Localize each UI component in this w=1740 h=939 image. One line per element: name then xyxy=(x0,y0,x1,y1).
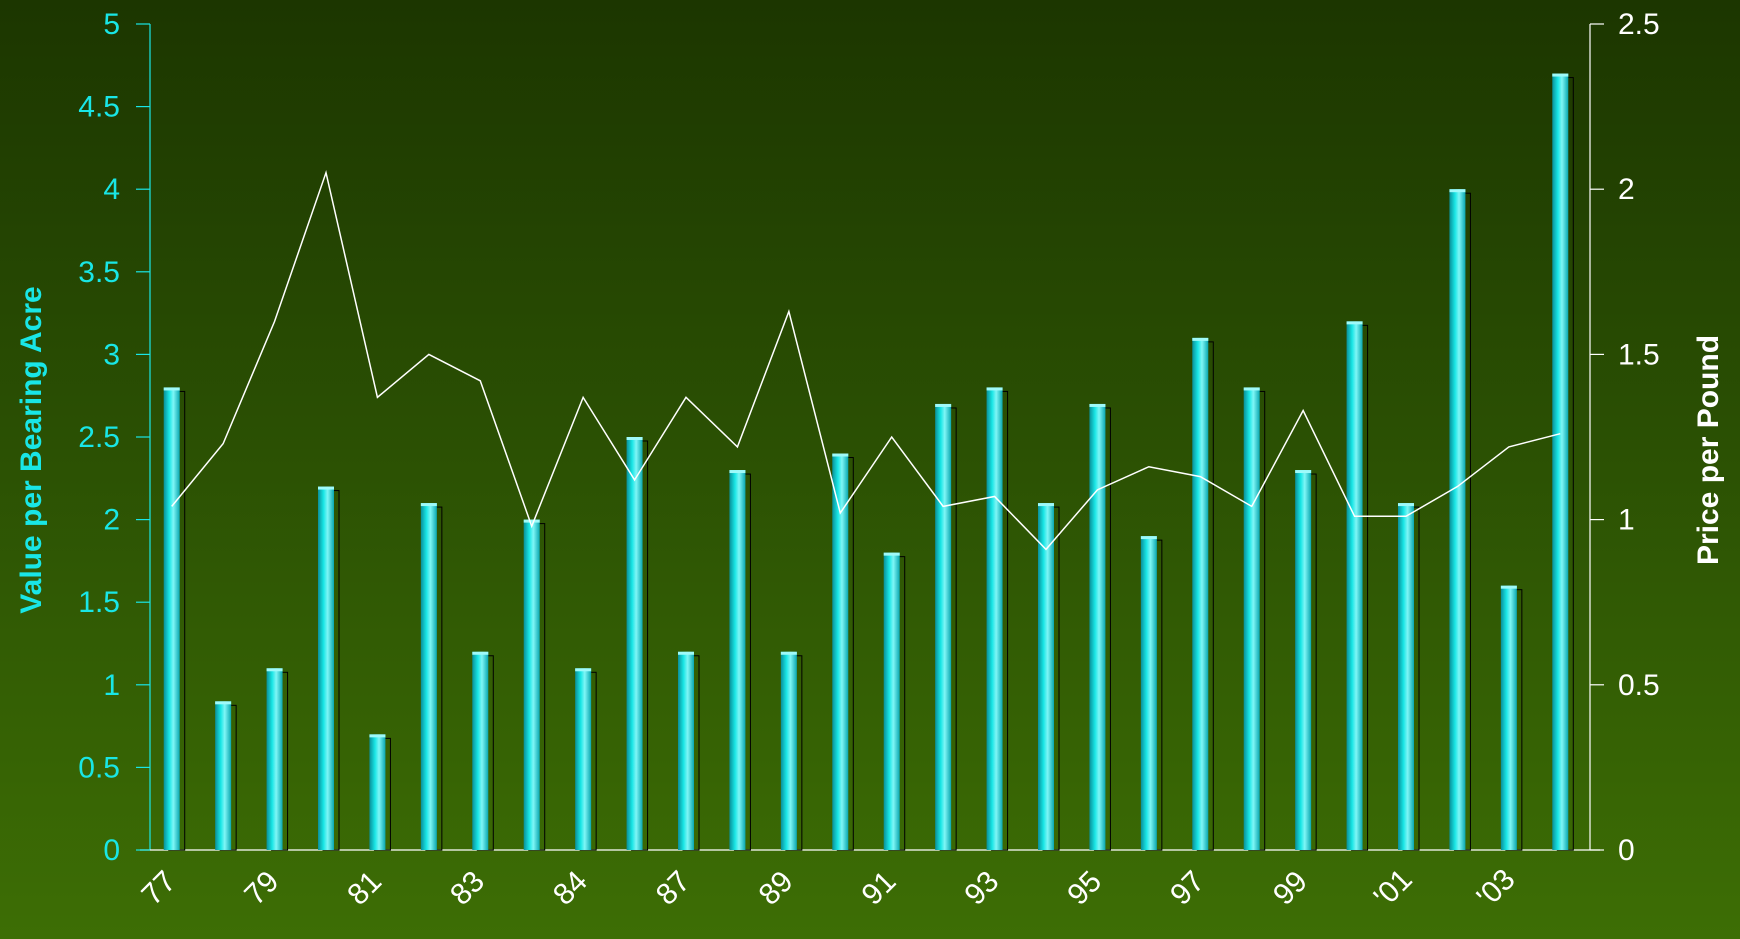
x-tick-label: 77 xyxy=(136,865,183,912)
bar-cap xyxy=(1089,403,1106,407)
bar xyxy=(1552,73,1569,850)
bar-cap xyxy=(163,387,180,391)
bar-cap xyxy=(215,701,232,705)
x-tick-label: 99 xyxy=(1267,865,1314,912)
bar xyxy=(1500,585,1517,850)
bar xyxy=(163,387,180,850)
bar xyxy=(883,552,900,850)
x-tick-label: 89 xyxy=(753,865,800,912)
bar xyxy=(1038,503,1054,850)
tick-labels: 0 0.5 1 1.5 2 2.5 3 3.5 4 4.5 5 0 0.5 1 1.5 2 2.5 77 79 81 8… xyxy=(78,8,1659,914)
y-tick-label: 1 xyxy=(103,669,120,702)
bar-cap xyxy=(1449,189,1466,193)
bar xyxy=(1089,403,1106,850)
y-tick-label: 1.5 xyxy=(78,586,120,619)
bar xyxy=(986,387,1003,850)
bar xyxy=(575,668,592,850)
y2-axis-title: Price per Pound xyxy=(1692,335,1725,565)
bar xyxy=(626,437,643,850)
bar-cap xyxy=(266,668,283,672)
price-line xyxy=(171,169,1561,551)
bar xyxy=(1243,387,1260,850)
y2-tick-label: 2 xyxy=(1618,173,1635,206)
bar xyxy=(266,668,283,850)
bar-cap xyxy=(986,387,1003,391)
y-tick-label: 4 xyxy=(103,173,120,206)
bar-cap xyxy=(1346,321,1363,325)
y-tick-label: 5 xyxy=(103,8,120,41)
bar-cap xyxy=(1038,503,1054,507)
y2-tick-label: 0.5 xyxy=(1618,669,1660,702)
price-line-path xyxy=(171,169,1561,551)
x-tick-label: 79 xyxy=(238,865,285,912)
y-tick-label: 3 xyxy=(103,338,120,371)
y2-tick-label: 1 xyxy=(1618,504,1635,537)
bar-cap xyxy=(318,486,334,490)
bar-cap xyxy=(729,470,746,474)
bar xyxy=(472,651,489,850)
bar xyxy=(678,651,694,850)
y2-tick-label: 2.5 xyxy=(1618,8,1660,41)
bar xyxy=(523,519,540,850)
bar xyxy=(318,486,334,850)
x-tick-label: 91 xyxy=(856,865,903,912)
bar xyxy=(215,701,232,850)
x-tick-label: '03 xyxy=(1471,863,1522,914)
x-tick-label: 97 xyxy=(1164,865,1211,912)
bar xyxy=(1192,337,1209,850)
bar xyxy=(935,403,952,850)
bar xyxy=(1295,470,1312,850)
y-tick-label: 0 xyxy=(103,834,120,867)
bar-cap xyxy=(1500,585,1517,589)
bar-cap xyxy=(1552,73,1569,77)
bar-cap xyxy=(780,651,797,655)
bar xyxy=(369,734,386,850)
bar-cap xyxy=(1295,470,1312,474)
bar xyxy=(1398,503,1414,850)
bar-cap xyxy=(472,651,489,655)
bar-cap xyxy=(1192,337,1209,341)
bar-cap xyxy=(1243,387,1260,391)
bar-cap xyxy=(832,453,849,457)
y-tick-label: 4.5 xyxy=(78,91,120,124)
bar xyxy=(729,470,746,850)
x-tick-label: '01 xyxy=(1368,863,1419,914)
bar-cap xyxy=(523,519,540,523)
bars xyxy=(163,73,1574,851)
x-tick-label: 87 xyxy=(650,865,697,912)
bar-cap xyxy=(575,668,592,672)
bar-cap xyxy=(1140,536,1157,540)
y-tick-label: 2.5 xyxy=(78,421,120,454)
bar-cap xyxy=(935,403,952,407)
bar-cap xyxy=(883,552,900,556)
bar xyxy=(1449,189,1466,850)
x-tick-label: 95 xyxy=(1061,865,1108,912)
y-tick-label: 2 xyxy=(103,504,120,537)
x-tick-label: 83 xyxy=(444,865,491,912)
bar-cap xyxy=(420,503,437,507)
x-tick-label: 93 xyxy=(958,865,1005,912)
bar-cap xyxy=(678,651,694,655)
y2-tick-label: 1.5 xyxy=(1618,338,1660,371)
y-tick-label: 0.5 xyxy=(78,751,120,784)
y2-tick-label: 0 xyxy=(1618,834,1635,867)
bar-cap xyxy=(369,734,386,738)
bar-cap xyxy=(1398,503,1414,507)
bar xyxy=(1140,536,1157,850)
y-tick-label: 3.5 xyxy=(78,256,120,289)
x-tick-label: 81 xyxy=(341,865,388,912)
bar xyxy=(420,503,437,850)
bar xyxy=(832,453,849,850)
bar xyxy=(780,651,797,850)
y-axis-title: Value per Bearing Acre xyxy=(15,286,48,613)
bar xyxy=(1346,321,1363,850)
bar-cap xyxy=(626,437,643,440)
x-tick-label: 84 xyxy=(547,865,594,912)
axes xyxy=(136,23,1604,851)
